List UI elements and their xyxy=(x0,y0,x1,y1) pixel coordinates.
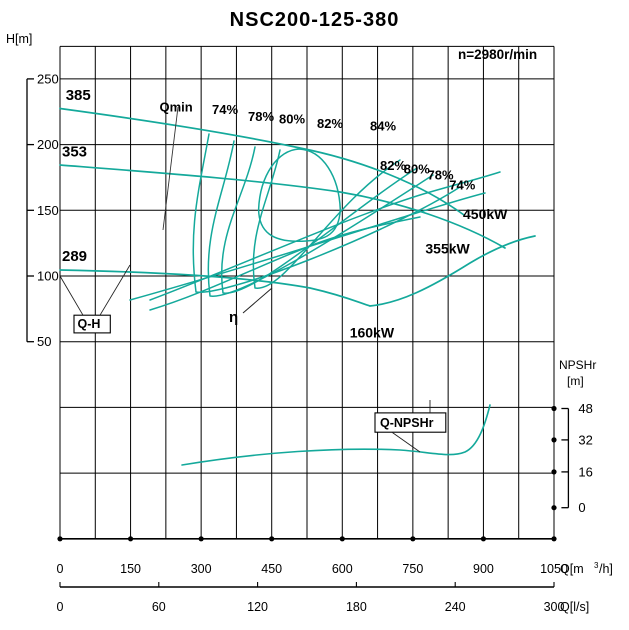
svg-text:80%: 80% xyxy=(279,111,305,126)
svg-text:Qmin: Qmin xyxy=(160,100,193,115)
svg-text:250: 250 xyxy=(37,71,59,86)
svg-text:50: 50 xyxy=(37,334,51,349)
svg-text:150: 150 xyxy=(37,203,59,218)
svg-text:/h]: /h] xyxy=(599,562,613,576)
svg-text:Q-NPSHr: Q-NPSHr xyxy=(380,416,434,430)
svg-text:450kW: 450kW xyxy=(463,206,508,222)
svg-text:100: 100 xyxy=(37,269,59,284)
svg-text:η: η xyxy=(229,309,238,326)
svg-text:84%: 84% xyxy=(370,119,396,134)
svg-text:Q[m: Q[m xyxy=(560,562,584,576)
svg-text:300: 300 xyxy=(191,562,212,576)
svg-text:74%: 74% xyxy=(212,102,238,117)
svg-text:150: 150 xyxy=(120,562,141,576)
svg-text:H[m]: H[m] xyxy=(6,32,32,46)
svg-text:48: 48 xyxy=(578,401,592,416)
svg-text:80%: 80% xyxy=(404,162,430,177)
svg-text:82%: 82% xyxy=(380,158,406,173)
svg-text:n=2980r/min: n=2980r/min xyxy=(458,47,537,62)
svg-text:78%: 78% xyxy=(248,109,274,124)
svg-text:120: 120 xyxy=(247,600,268,614)
svg-text:82%: 82% xyxy=(317,116,343,131)
svg-text:600: 600 xyxy=(332,562,353,576)
svg-text:32: 32 xyxy=(578,432,592,447)
svg-text:Q-H: Q-H xyxy=(78,317,101,331)
svg-text:0: 0 xyxy=(57,600,64,614)
svg-text:[m]: [m] xyxy=(567,374,584,388)
svg-text:NSC200-125-380: NSC200-125-380 xyxy=(230,9,400,31)
svg-text:385: 385 xyxy=(66,87,91,104)
svg-text:NPSHr: NPSHr xyxy=(559,358,596,372)
svg-text:0: 0 xyxy=(578,500,585,515)
svg-text:355kW: 355kW xyxy=(425,241,470,257)
svg-text:450: 450 xyxy=(261,562,282,576)
svg-text:289: 289 xyxy=(62,248,87,265)
svg-text:Q[l/s]: Q[l/s] xyxy=(560,600,589,614)
svg-text:900: 900 xyxy=(473,562,494,576)
svg-text:180: 180 xyxy=(346,600,367,614)
svg-text:16: 16 xyxy=(578,464,592,479)
svg-text:750: 750 xyxy=(402,562,423,576)
svg-text:240: 240 xyxy=(445,600,466,614)
svg-text:200: 200 xyxy=(37,137,59,152)
svg-text:160kW: 160kW xyxy=(350,324,395,340)
svg-text:0: 0 xyxy=(57,562,64,576)
svg-text:60: 60 xyxy=(152,600,166,614)
svg-text:74%: 74% xyxy=(449,178,475,193)
svg-text:353: 353 xyxy=(62,143,87,160)
